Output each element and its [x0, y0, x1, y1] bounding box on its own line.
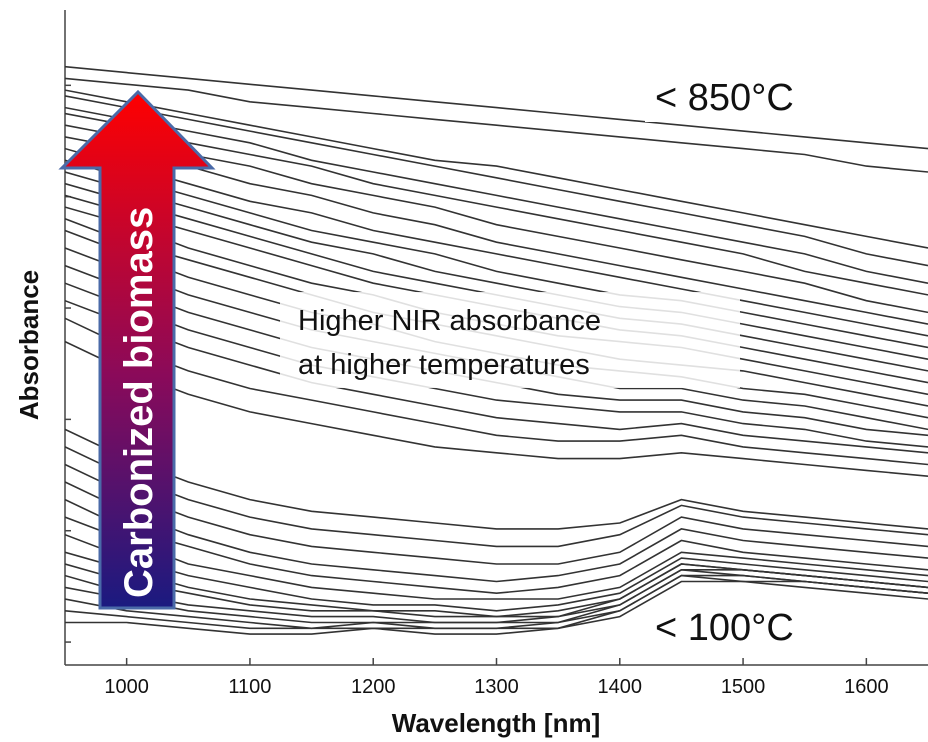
spectrum-line	[65, 65, 928, 150]
spectrum-line	[65, 428, 928, 530]
x-tick-label: 1500	[721, 676, 766, 698]
x-axis-title: Wavelength [nm]	[392, 708, 600, 738]
x-tick-label: 1300	[474, 676, 519, 698]
arrow-label: Carbonized biomass	[117, 207, 161, 598]
spectrum-line	[65, 112, 928, 296]
spectrum-line	[65, 282, 928, 448]
spectrum-line	[65, 299, 928, 454]
spectrum-line	[65, 89, 928, 249]
spectrum-line	[65, 498, 928, 595]
spectrum-line	[65, 136, 928, 325]
top-label-background	[645, 72, 845, 122]
arrow-shape	[58, 89, 216, 610]
spectrum-line	[65, 171, 928, 360]
spectrum-line	[65, 124, 928, 314]
spectrum-line	[65, 95, 928, 267]
spectrum-line	[65, 317, 928, 466]
x-tick-label: 1400	[598, 676, 643, 698]
x-tick-label: 1600	[844, 676, 889, 698]
x-tick-label: 1100	[228, 676, 271, 698]
spectra-lines	[65, 65, 928, 635]
spectrum-line	[65, 446, 928, 548]
annotation-line-2: at higher temperatures	[298, 349, 590, 381]
spectrum-line	[65, 147, 928, 337]
spectrum-line	[65, 533, 928, 612]
annotation-background	[280, 292, 740, 388]
bottom-label-background	[645, 604, 845, 652]
spectrum-line	[65, 580, 928, 635]
carbonization-arrow: Carbonized biomass	[58, 89, 216, 610]
y-axis-title: Absorbance	[14, 270, 44, 420]
annotation-line-1: Higher NIR absorbance	[298, 305, 601, 337]
spectrum-line	[65, 516, 928, 600]
spectrum-line	[65, 481, 928, 583]
spectrum-line	[65, 574, 928, 630]
bottom-temperature-label: < 100°C	[655, 607, 794, 649]
x-tick-label: 1200	[351, 676, 396, 698]
spectrum-line	[65, 340, 928, 477]
x-axis-ticks: 1000 1100 1200 1300 1400 1500 1600	[104, 658, 889, 698]
x-tick-label: 1000	[104, 676, 149, 698]
spectrum-line	[65, 77, 928, 173]
top-temperature-label: < 850°C	[655, 77, 794, 119]
spectrum-line	[65, 159, 928, 349]
spectrum-line	[65, 106, 928, 284]
spectrum-line	[65, 463, 928, 565]
